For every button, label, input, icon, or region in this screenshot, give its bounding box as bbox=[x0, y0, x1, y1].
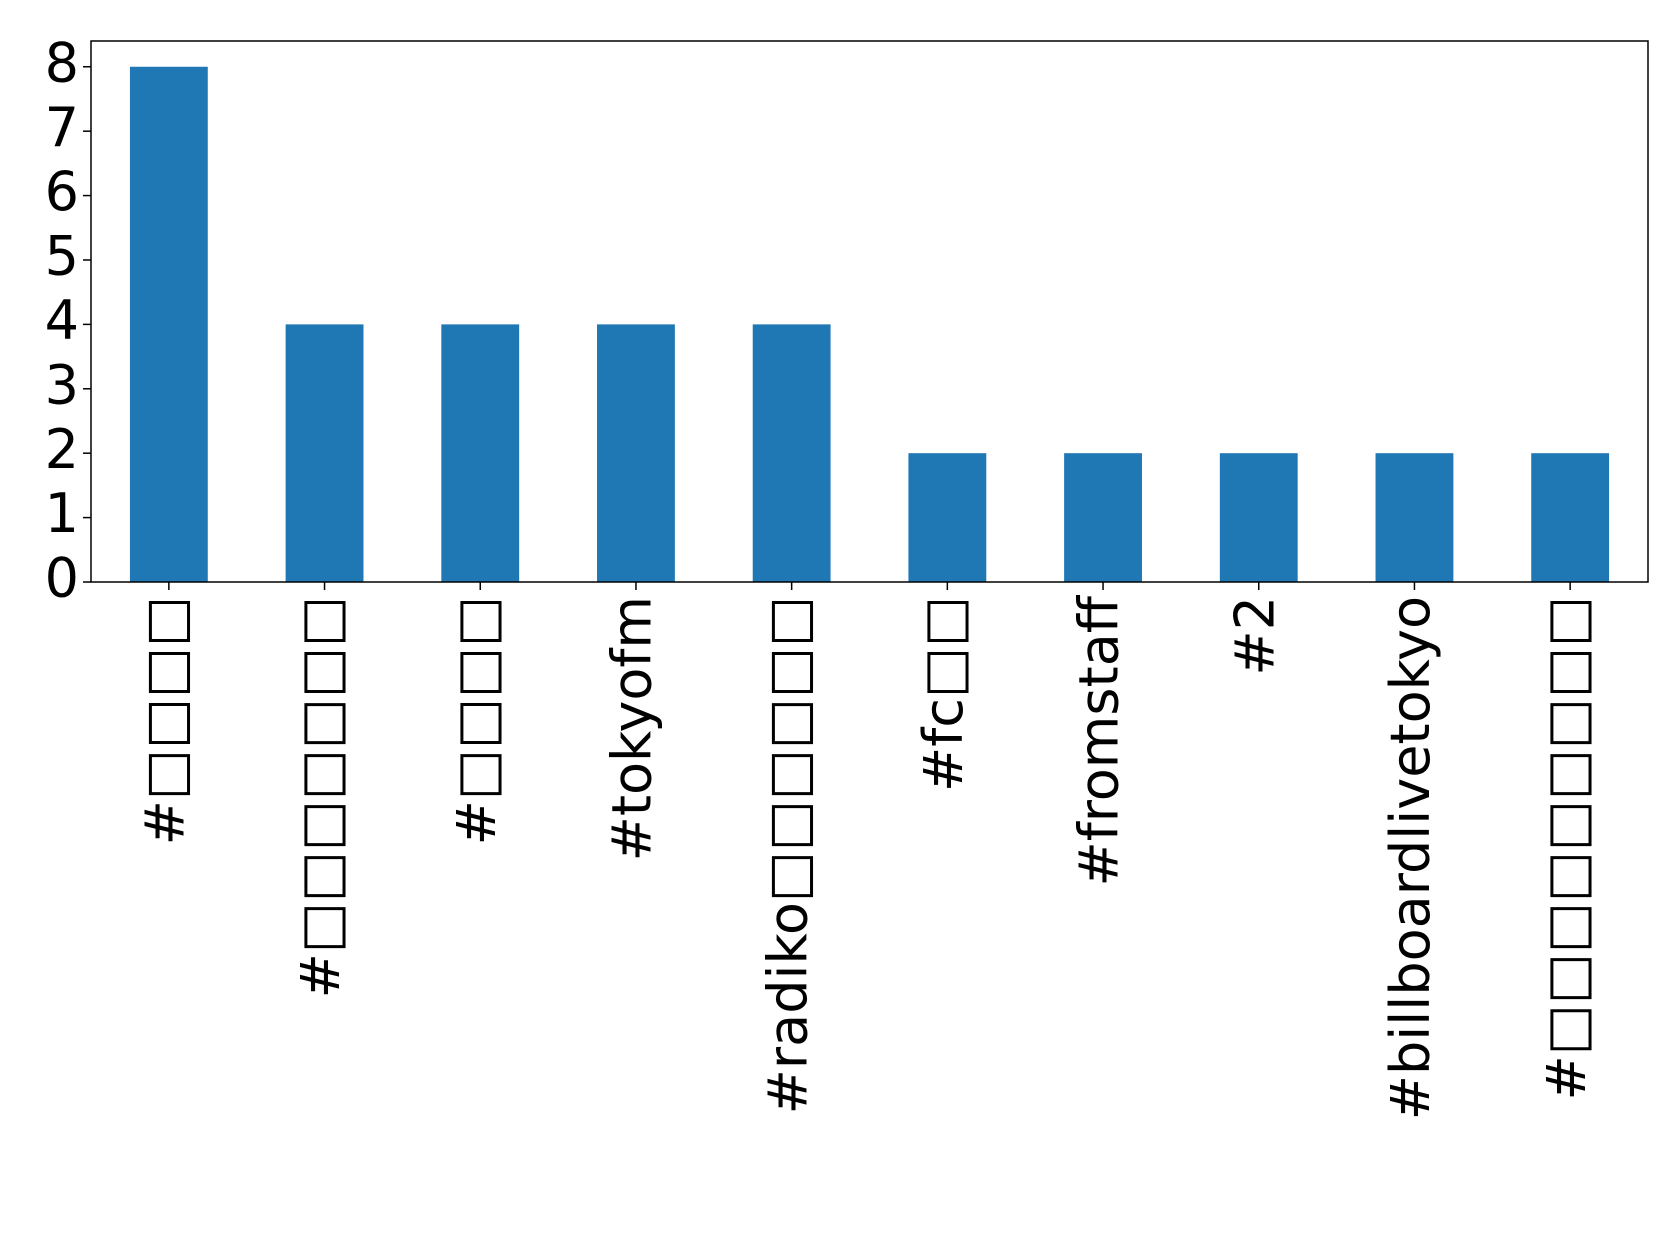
x-tick-label: #□□□□□□□ bbox=[289, 596, 352, 998]
x-tick-label: #□□□□ bbox=[133, 596, 196, 845]
x-tick-label: #□□□□□□□□□ bbox=[1535, 596, 1598, 1100]
y-tick-label: 8 bbox=[45, 31, 79, 94]
bar bbox=[908, 453, 987, 582]
y-tick-label: 1 bbox=[45, 482, 79, 545]
bar bbox=[752, 324, 831, 582]
bar bbox=[1219, 453, 1298, 582]
bar bbox=[441, 324, 520, 582]
y-tick-label: 7 bbox=[45, 96, 79, 159]
x-tick-label: #fromstaff bbox=[1068, 594, 1131, 886]
x-tick-label: #billboardlivetokyo bbox=[1379, 596, 1442, 1120]
y-tick-label: 5 bbox=[45, 225, 79, 288]
y-tick-label: 3 bbox=[45, 353, 79, 416]
plot-frame bbox=[90, 40, 1649, 583]
x-tick-label: #2 bbox=[1223, 596, 1286, 676]
x-tick-label: #□□□□ bbox=[445, 596, 508, 845]
bar bbox=[1375, 453, 1454, 582]
bar bbox=[285, 324, 364, 582]
y-tick-label: 2 bbox=[45, 418, 79, 481]
bar bbox=[597, 324, 675, 582]
y-tick-label: 0 bbox=[45, 547, 79, 610]
bar bbox=[1531, 453, 1610, 582]
x-tick-label: #tokyofm bbox=[601, 596, 664, 861]
bar bbox=[129, 66, 208, 582]
y-tick-label: 4 bbox=[45, 289, 79, 352]
bar bbox=[1064, 453, 1142, 582]
y-tick-label: 6 bbox=[45, 160, 79, 223]
x-tick-label: #fc□□ bbox=[912, 596, 975, 792]
x-tick-label: #radiko□□□□□□ bbox=[756, 596, 819, 1114]
